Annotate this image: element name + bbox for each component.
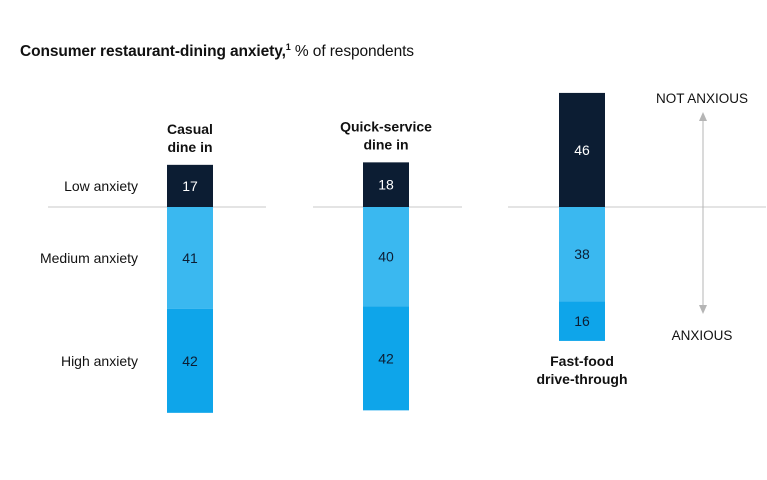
column-label-1-line-2: dine in	[167, 139, 212, 155]
bar-3-low-anxiety	[559, 92, 605, 207]
bar-value-2-medium-anxiety: 40	[378, 249, 394, 265]
column-label-3-line-1: Fast-food	[550, 353, 614, 369]
anxiety-axis-arrow-down	[699, 305, 707, 314]
bar-value-2-low-anxiety: 18	[378, 177, 394, 193]
row-label-low-anxiety: Low anxiety	[64, 178, 138, 194]
column-label-3-line-2: drive-through	[537, 371, 628, 387]
bar-value-3-high-anxiety: 16	[574, 313, 590, 329]
bar-value-3-medium-anxiety: 38	[574, 246, 590, 262]
bar-2-low-anxiety	[363, 162, 409, 207]
bar-3-medium-anxiety	[559, 207, 605, 302]
bar-value-1-low-anxiety: 17	[182, 178, 198, 194]
column-label-1-line-1: Casual	[167, 121, 213, 137]
chart-title-unit: % of respondents	[294, 43, 414, 60]
bar-1-high-anxiety	[167, 308, 213, 413]
anxiety-axis-arrow-up	[699, 112, 707, 121]
bar-2-high-anxiety	[363, 306, 409, 411]
column-label-2-line-2: dine in	[363, 136, 408, 152]
axis-label-anxious: ANXIOUS	[672, 328, 733, 343]
axis-label-not-anxious: NOT ANXIOUS	[656, 91, 748, 106]
row-label-medium-anxiety: Medium anxiety	[40, 250, 138, 266]
bar-3-high-anxiety	[559, 301, 605, 341]
bar-2-medium-anxiety	[363, 207, 409, 307]
chart-title: Consumer restaurant-dining anxiety,1 % o…	[20, 42, 414, 61]
chart-title-main: Consumer restaurant-dining anxiety,	[20, 43, 286, 60]
bar-value-1-high-anxiety: 42	[182, 353, 198, 369]
chart-title-footnote: 1	[285, 42, 291, 52]
row-label-high-anxiety: High anxiety	[61, 353, 138, 369]
bar-value-3-low-anxiety: 46	[574, 142, 590, 158]
bar-value-2-high-anxiety: 42	[378, 350, 394, 366]
bar-1-low-anxiety	[167, 164, 213, 207]
bar-value-1-medium-anxiety: 41	[182, 250, 198, 266]
bar-1-medium-anxiety	[167, 207, 213, 309]
column-label-2-line-1: Quick-service	[340, 118, 432, 134]
